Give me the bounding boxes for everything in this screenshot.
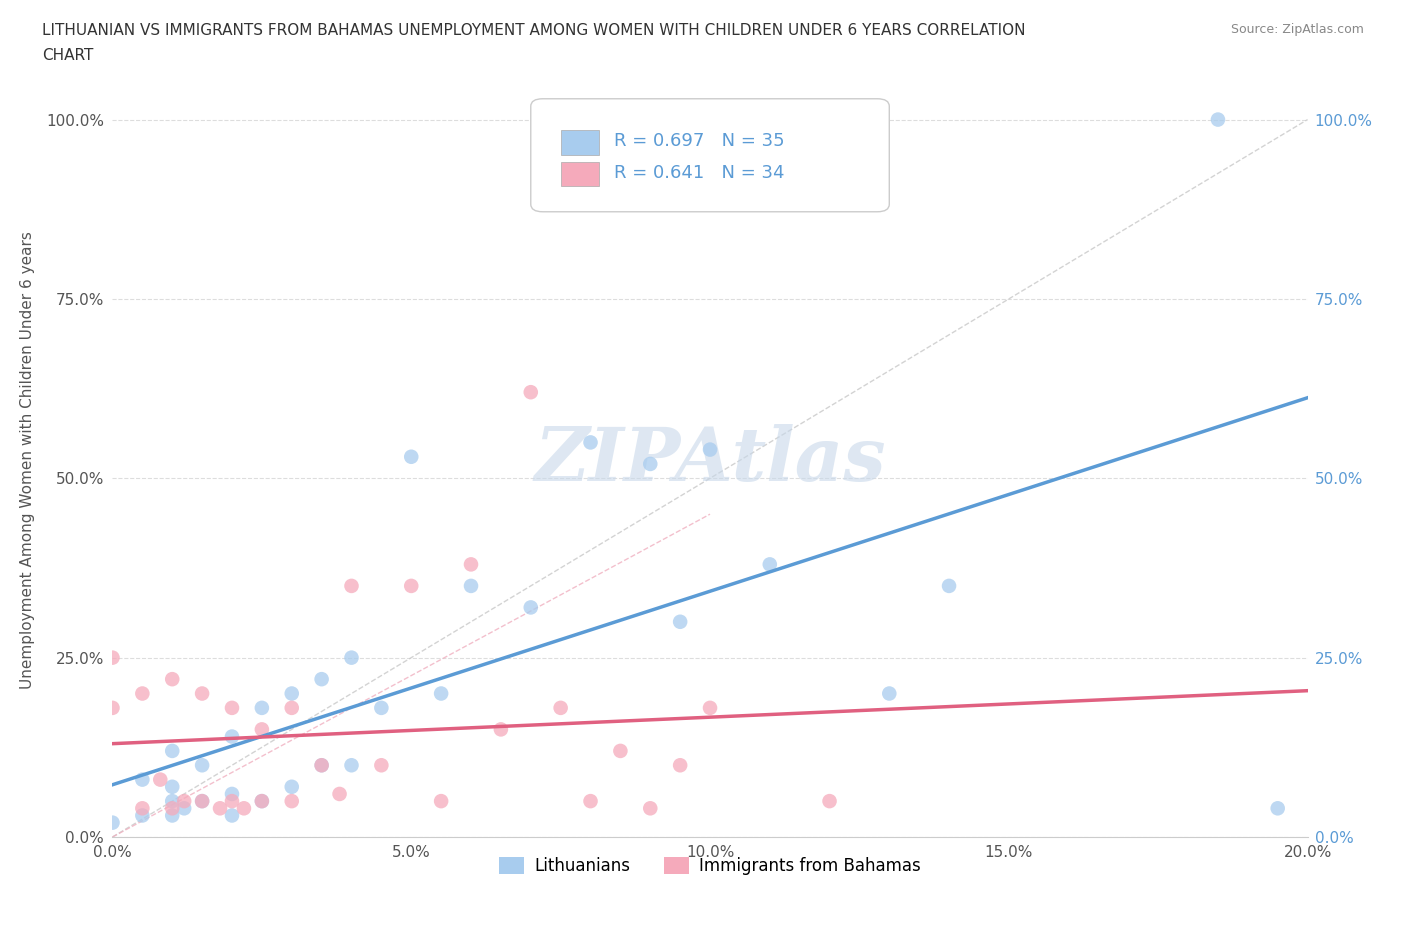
Point: [162, 801, 183, 816]
Point: [340, 758, 363, 773]
FancyBboxPatch shape: [531, 99, 890, 212]
Point: [209, 801, 232, 816]
Point: [221, 729, 243, 744]
Point: [579, 793, 602, 808]
Point: [430, 686, 453, 701]
Point: [191, 686, 214, 701]
Text: ZIPAtlas: ZIPAtlas: [534, 424, 886, 497]
Point: [550, 700, 572, 715]
Point: [329, 787, 352, 802]
Point: [281, 779, 304, 794]
Point: [221, 808, 243, 823]
Point: [191, 758, 214, 773]
Point: [370, 758, 392, 773]
Point: [640, 801, 662, 816]
Point: [221, 700, 243, 715]
Point: [430, 793, 453, 808]
Text: LITHUANIAN VS IMMIGRANTS FROM BAHAMAS UNEMPLOYMENT AMONG WOMEN WITH CHILDREN UND: LITHUANIAN VS IMMIGRANTS FROM BAHAMAS UN…: [42, 23, 1026, 38]
Point: [101, 700, 124, 715]
Point: [340, 650, 363, 665]
Point: [101, 650, 124, 665]
Point: [233, 801, 256, 816]
Point: [101, 816, 124, 830]
Text: Source: ZipAtlas.com: Source: ZipAtlas.com: [1230, 23, 1364, 36]
Point: [489, 722, 512, 737]
Point: [401, 449, 423, 464]
Point: [191, 793, 214, 808]
Legend: Lithuanians, Immigrants from Bahamas: Lithuanians, Immigrants from Bahamas: [494, 850, 927, 882]
Point: [669, 615, 692, 630]
Y-axis label: Unemployment Among Women with Children Under 6 years: Unemployment Among Women with Children U…: [20, 232, 35, 689]
Point: [250, 700, 273, 715]
Point: [699, 700, 721, 715]
Point: [173, 801, 195, 816]
Point: [520, 385, 543, 400]
Text: CHART: CHART: [42, 48, 94, 63]
Point: [669, 758, 692, 773]
Point: [579, 435, 602, 450]
Point: [131, 772, 153, 787]
Point: [879, 686, 901, 701]
Point: [281, 686, 304, 701]
Point: [609, 743, 631, 758]
Point: [699, 442, 721, 457]
FancyBboxPatch shape: [561, 162, 599, 186]
Point: [1206, 113, 1229, 127]
Point: [311, 758, 333, 773]
Point: [460, 557, 482, 572]
Point: [759, 557, 782, 572]
FancyBboxPatch shape: [561, 130, 599, 154]
Point: [311, 758, 333, 773]
Point: [311, 671, 333, 686]
Point: [281, 793, 304, 808]
Text: R = 0.641   N = 34: R = 0.641 N = 34: [614, 164, 785, 181]
Point: [162, 779, 183, 794]
Point: [131, 801, 153, 816]
Point: [818, 793, 841, 808]
Point: [191, 793, 214, 808]
Text: R = 0.697   N = 35: R = 0.697 N = 35: [614, 132, 785, 150]
Point: [370, 700, 392, 715]
Point: [340, 578, 363, 593]
Point: [162, 743, 183, 758]
Point: [250, 793, 273, 808]
Point: [221, 793, 243, 808]
Point: [131, 808, 153, 823]
Point: [1267, 801, 1289, 816]
Point: [162, 793, 183, 808]
Point: [250, 793, 273, 808]
Point: [281, 700, 304, 715]
Point: [162, 808, 183, 823]
Point: [131, 686, 153, 701]
Point: [640, 457, 662, 472]
Point: [173, 793, 195, 808]
Point: [221, 787, 243, 802]
Point: [149, 772, 172, 787]
Point: [250, 722, 273, 737]
Point: [520, 600, 543, 615]
Point: [460, 578, 482, 593]
Point: [162, 671, 183, 686]
Point: [401, 578, 423, 593]
Point: [938, 578, 960, 593]
